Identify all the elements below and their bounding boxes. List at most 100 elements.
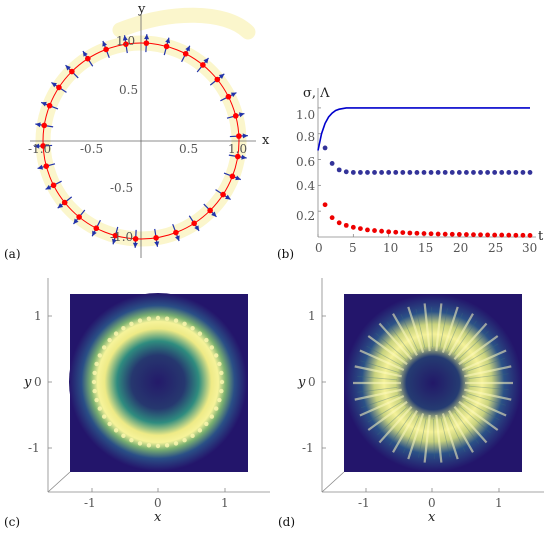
data-point: [506, 232, 512, 238]
spoke-shadow: [459, 406, 491, 434]
x-tick-label: 15: [418, 241, 433, 255]
spoke-shadow: [464, 400, 500, 421]
spoke: [448, 313, 474, 356]
particle: [163, 43, 170, 50]
x-tick-label: 0: [154, 496, 162, 510]
arrow-head: [185, 45, 190, 52]
spoke: [435, 303, 443, 352]
data-point: [407, 170, 413, 175]
y-tick-label: -1: [28, 441, 40, 455]
particle: [236, 133, 242, 139]
spoke-shadow: [433, 418, 435, 459]
spoke-shadow: [447, 415, 466, 453]
spoke-shadow: [386, 322, 412, 355]
data-point: [343, 222, 349, 228]
data-point: [513, 170, 519, 175]
spoke: [378, 322, 413, 360]
data-point: [358, 170, 363, 175]
ring-particle: [214, 406, 219, 411]
y-tick-label: 0.2: [296, 209, 315, 223]
x-axis-label: x: [428, 510, 436, 525]
depth-axis: [321, 471, 345, 493]
spoke: [435, 414, 443, 463]
data-point: [379, 228, 384, 234]
spoke: [407, 306, 425, 353]
spoke-shadow: [361, 394, 400, 409]
data-point: [471, 232, 476, 238]
spoke: [378, 406, 413, 444]
x-axis-label: t: [538, 229, 544, 244]
data-point: [442, 170, 448, 175]
particle: [40, 143, 46, 149]
spoke: [464, 388, 512, 401]
particle: [43, 163, 50, 169]
y-axis-label: σ, Λ: [303, 86, 330, 101]
depth-axis: [47, 471, 71, 493]
particle: [85, 55, 91, 62]
heatmap-ring: [69, 293, 247, 471]
spoke-shadow: [357, 375, 398, 381]
particle: [41, 122, 48, 129]
data-point: [435, 170, 441, 175]
spoke: [392, 313, 418, 356]
ring-particle: [107, 337, 112, 343]
panel-label: (a): [4, 247, 21, 261]
y-tick-label: -1: [302, 441, 314, 455]
particle: [143, 40, 150, 46]
arrow-head: [203, 58, 209, 64]
panel-b: 0.2 0.4 0.6 0.8 1.0 0 5 10 15 20 25 30 t…: [277, 86, 544, 261]
x-tick-label: 0: [428, 496, 436, 510]
particle: [153, 235, 159, 241]
data-point: [485, 170, 490, 175]
data-point: [464, 232, 469, 237]
particle: [56, 84, 62, 91]
data-point: [372, 170, 377, 175]
ring-particle: [137, 441, 143, 446]
spoke: [359, 349, 405, 371]
ring-spokes: [353, 303, 513, 463]
data-point: [520, 170, 526, 175]
ring-particle: [197, 331, 203, 336]
data-point: [336, 220, 342, 226]
spoke: [407, 413, 425, 460]
particle: [182, 50, 189, 57]
data-point: [322, 202, 328, 208]
data-point: [350, 170, 356, 175]
x-tick-label: 1.0: [228, 142, 247, 156]
spoke-shadow: [431, 307, 433, 348]
arrow-head: [51, 82, 57, 88]
ring-particle: [92, 388, 97, 394]
spoke: [464, 365, 512, 378]
y-tick-label: 0.8: [296, 130, 315, 144]
spoke: [461, 349, 507, 371]
panel-d: 1 0 -1 -1 0 1 x y (d): [278, 278, 544, 529]
spoke-shadow: [357, 386, 398, 393]
data-point: [336, 167, 342, 173]
particle: [200, 62, 206, 68]
y-tick-label: 0.6: [296, 155, 315, 169]
x-tick-label: 0: [315, 241, 323, 255]
spoke-shadow: [467, 393, 506, 406]
particle: [46, 102, 53, 109]
ring-particle: [121, 325, 126, 331]
ring-particle: [97, 353, 102, 358]
y-tick-label: 0.5: [119, 83, 138, 97]
data-point: [478, 170, 483, 175]
spoke: [392, 410, 418, 453]
arrow-head: [111, 238, 117, 245]
spoke: [453, 406, 488, 444]
ring-particle: [164, 316, 170, 321]
ring-particle: [182, 438, 187, 443]
arrow-head: [225, 194, 231, 200]
arrow-head: [41, 101, 47, 107]
spoke-shadow: [400, 313, 419, 351]
spoke-shadow: [402, 415, 420, 454]
ring-particle: [97, 406, 102, 411]
data-point: [499, 170, 505, 175]
data-point: [329, 215, 335, 221]
particle: [229, 173, 236, 180]
spoke: [458, 335, 499, 366]
ring-particle: [137, 318, 143, 323]
ring-particle: [107, 421, 112, 427]
